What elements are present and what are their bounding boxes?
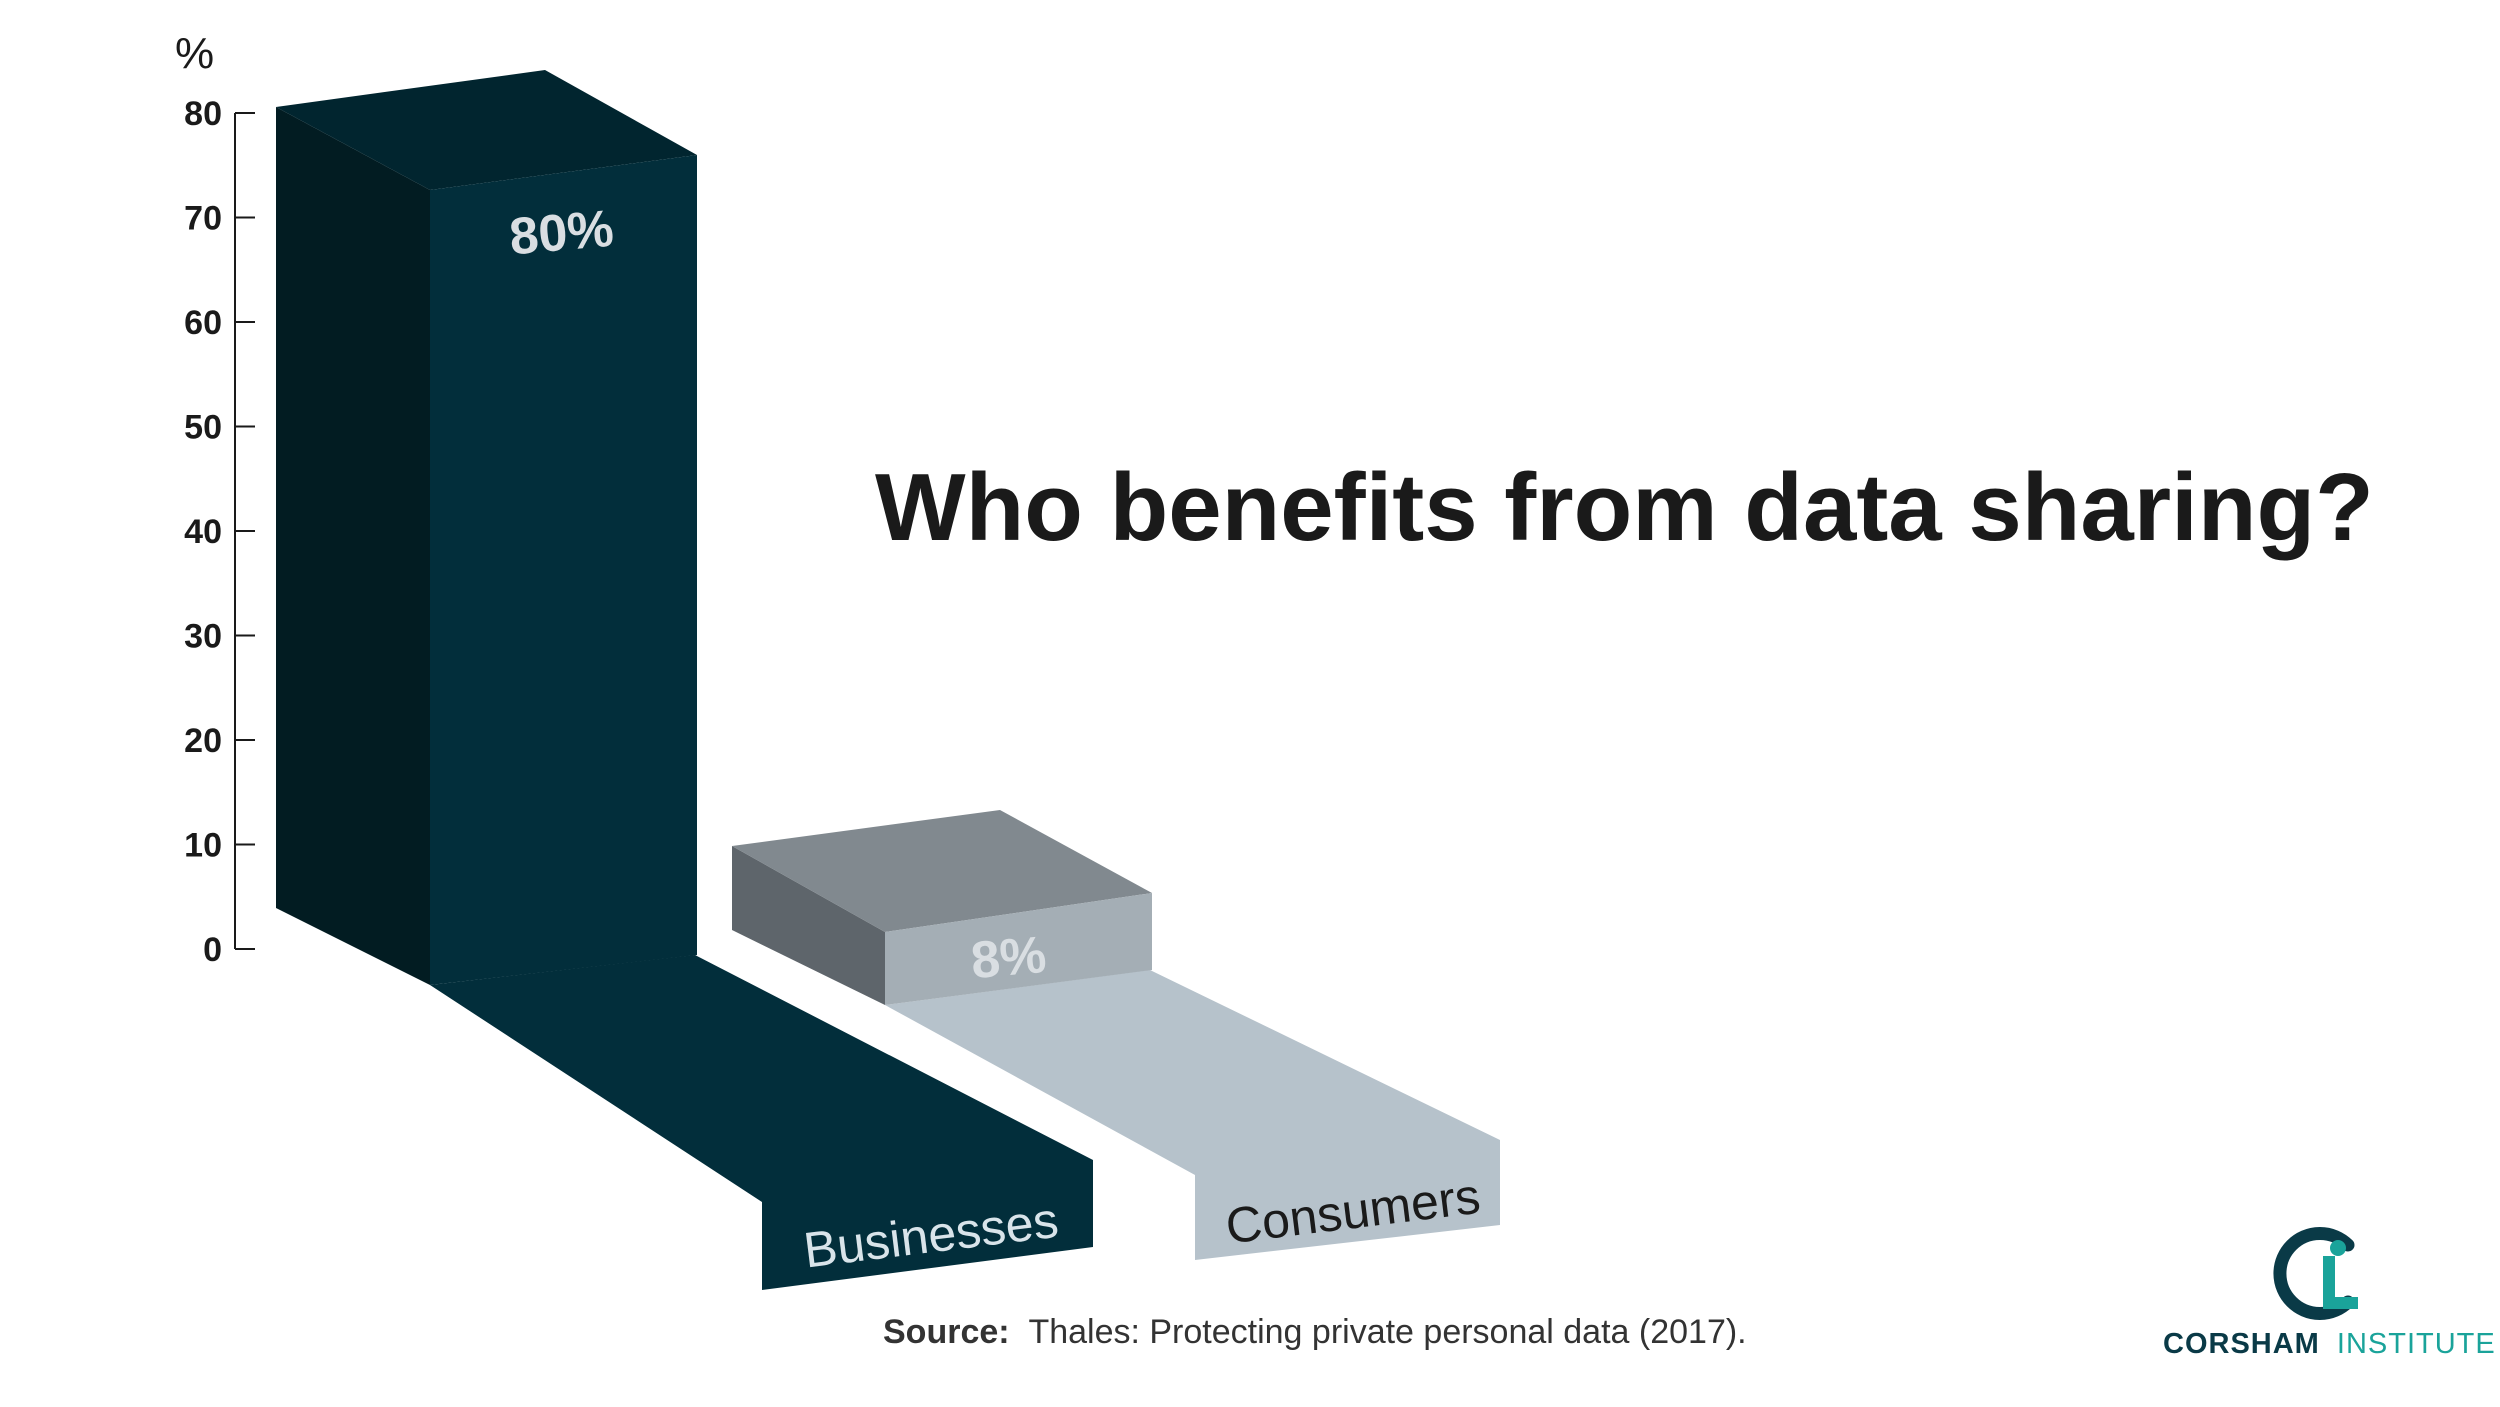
y-tick-label-80: 80 [184, 95, 222, 133]
bar-businesses-ribbon [430, 955, 1093, 1290]
bar-businesses-top [276, 70, 697, 190]
y-tick-label-70: 70 [184, 200, 222, 238]
y-tick-label-40: 40 [184, 513, 222, 551]
brand-name-light: INSTITUTE [2337, 1328, 2496, 1360]
bar-consumers-top [732, 810, 1152, 932]
corsham-institute-logo-icon [2273, 1227, 2358, 1320]
bar-businesses-side [276, 107, 430, 985]
bar-consumers-side [732, 846, 885, 1005]
y-axis-unit-label: % [175, 29, 214, 78]
corsham-institute-logo: CORSHAM INSTITUTE [2163, 1227, 2496, 1360]
y-tick-label-50: 50 [184, 409, 222, 447]
bar-consumers-ribbon [885, 970, 1500, 1260]
source-label: Source: [883, 1313, 1010, 1351]
y-axis: 0 10 20 30 40 50 60 70 80 [184, 95, 255, 969]
bar-consumers-front [885, 893, 1152, 1005]
bar-businesses-value-label: 80% [507, 200, 616, 267]
bar-businesses: 80%Businesses [276, 70, 1093, 1290]
bar-consumers: 8%Consumers [732, 810, 1500, 1260]
source-text: Thales: Protecting private personal data… [1028, 1313, 1746, 1351]
brand-name: CORSHAM INSTITUTE [2163, 1328, 2496, 1360]
y-tick-label-20: 20 [184, 722, 222, 760]
bar-consumers-value-label: 8% [969, 926, 1049, 990]
chart-title: Who benefits from data sharing? [875, 454, 2374, 561]
brand-name-bold: CORSHAM [2163, 1328, 2320, 1360]
y-tick-label-10: 10 [184, 827, 222, 865]
bar-businesses-front [430, 155, 697, 985]
y-tick-label-60: 60 [184, 304, 222, 342]
y-tick-label-0: 0 [203, 931, 222, 969]
source-note: Source: Thales: Protecting private perso… [883, 1313, 1747, 1351]
y-tick-label-30: 30 [184, 618, 222, 656]
